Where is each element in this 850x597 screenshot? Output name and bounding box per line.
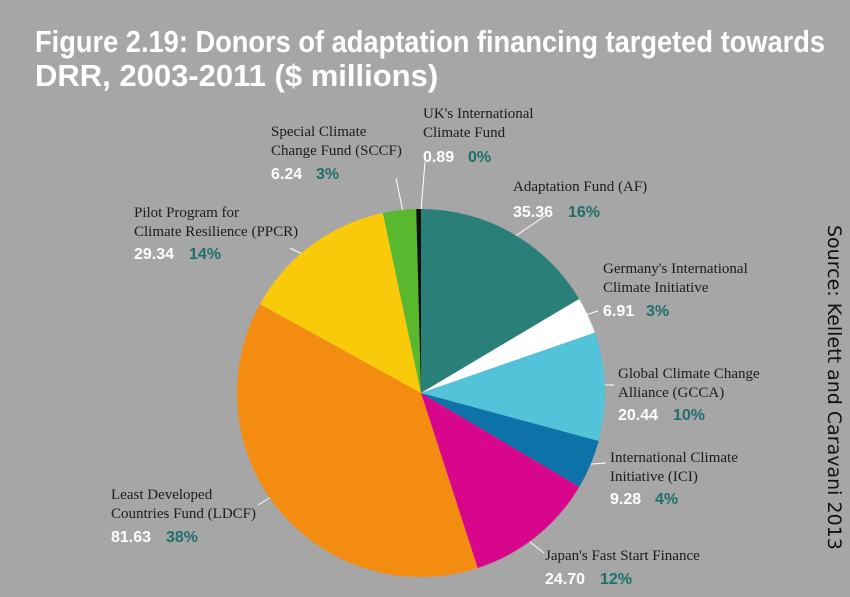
slice-label: UK's International Climate Fund: [423, 106, 534, 141]
percent-label: 4%: [655, 491, 678, 508]
value-label: 81.63: [111, 529, 151, 546]
value-label: 24.70: [545, 571, 585, 588]
slice-label: Adaptation Fund (AF): [513, 179, 647, 195]
pie-slice: [421, 209, 580, 393]
source: Source: Kellett and Caravani 2013: [823, 225, 845, 550]
slice-label: Least Developed Countries Fund (LDCF): [111, 487, 256, 522]
slice-label: Japan's Fast Start Finance: [545, 548, 700, 564]
percent-label: 3%: [646, 303, 669, 320]
percent-label: 38%: [166, 529, 198, 546]
percent-label: 14%: [189, 246, 221, 263]
percent-label: 3%: [316, 166, 339, 183]
slice-label: International Climate Initiative (ICI): [610, 450, 738, 485]
value-label: 35.36: [513, 204, 553, 221]
pie-slice: [421, 393, 599, 487]
slice-label: Germany's International Climate Initiativ…: [603, 261, 748, 296]
percent-label: 0%: [468, 149, 491, 166]
value-label: 0.89: [423, 149, 454, 166]
pie-slice: [421, 298, 595, 393]
value-label: 6.24: [271, 166, 302, 183]
pie-slice: [421, 393, 580, 569]
slice-label: Pilot Program for Climate Resilience (PPC…: [134, 205, 298, 240]
percent-label: 12%: [600, 571, 632, 588]
percent-label: 16%: [568, 204, 600, 221]
value-label: 29.34: [134, 246, 174, 263]
pie-slice: [382, 209, 421, 393]
slice-label: Special Climate Change Fund (SCCF): [271, 124, 402, 159]
percent-label: 10%: [673, 407, 705, 424]
pie-slice: [259, 212, 421, 393]
value-label: 20.44: [618, 407, 658, 424]
pie-slice: [237, 304, 478, 577]
pie-slice: [416, 209, 421, 393]
value-label: 9.28: [610, 491, 641, 508]
chart-title: Figure 2.19: Donors of adaptation financ…: [35, 24, 825, 93]
slice-label: Global Climate Change Alliance (GCCA): [618, 366, 760, 401]
pie: [237, 209, 606, 577]
pie-slice: [421, 332, 606, 441]
value-label: 6.91: [603, 303, 634, 320]
